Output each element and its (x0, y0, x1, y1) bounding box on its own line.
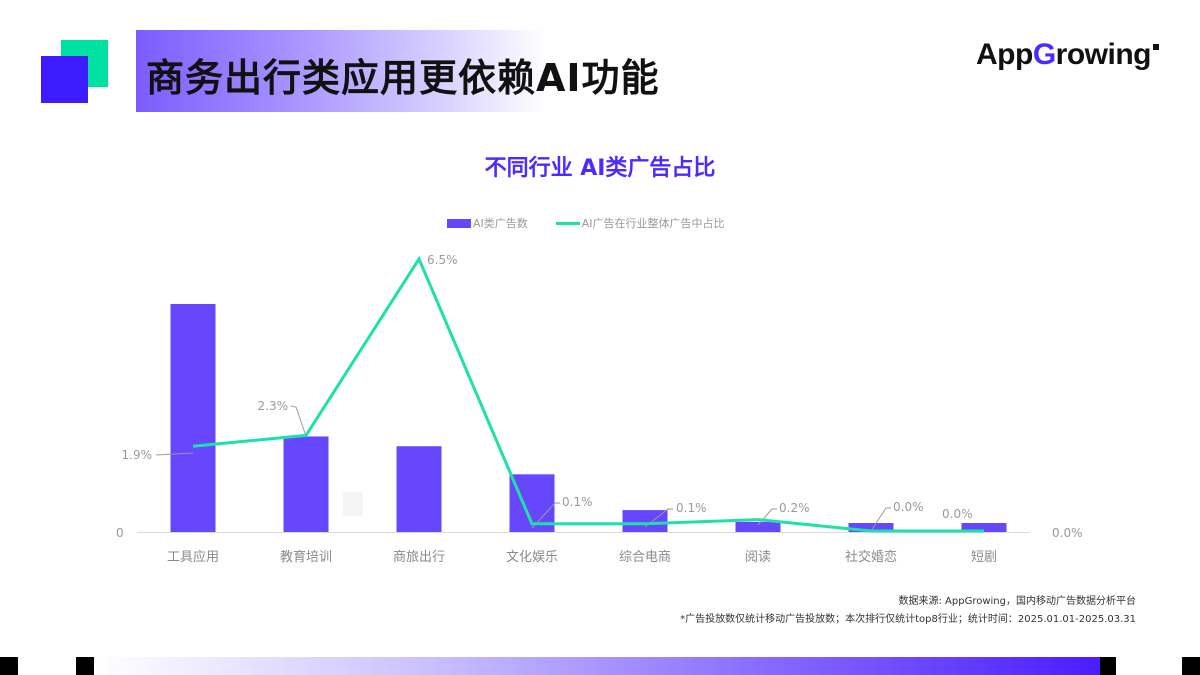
category-label: 阅读 (745, 550, 771, 565)
footer-block-right (1182, 657, 1200, 675)
bar-6 (848, 523, 894, 532)
category-label: 短剧 (971, 550, 997, 565)
data-label: 1.9% (122, 448, 153, 462)
decor-square-blue (41, 56, 88, 103)
artifact-block (343, 492, 363, 516)
chart-legend: AI类广告数 AI广告在行业整体广告中占比 (447, 215, 725, 231)
category-label: 综合电商 (619, 550, 671, 565)
footnote: *广告投放数仅统计移动广告投放数；本次排行仅统计top8行业；统计时间：2025… (680, 614, 1136, 625)
logo-suffix: rowing (1055, 38, 1152, 71)
leader-line (290, 405, 307, 437)
logo-prefix: App (976, 38, 1033, 71)
bar-1 (283, 436, 329, 532)
legend-bar-swatch-icon (447, 218, 471, 228)
y-left-zero: 0 (116, 526, 124, 540)
logo-accent-g: G (1032, 38, 1056, 71)
chart-title: 不同行业 AI类广告占比 (484, 156, 716, 181)
line-data-labels: 1.9% 2.3% 6.5% 0.1% 0.1% 0.2% 0.0% 0.0% (122, 253, 973, 521)
category-label: 商旅出行 (393, 550, 445, 565)
data-label: 0.0% (893, 500, 924, 514)
category-labels: 工具应用 教育培训 商旅出行 文化娱乐 综合电商 阅读 社交婚恋 短剧 (167, 549, 997, 565)
leader-line (644, 508, 673, 528)
category-label: 教育培训 (280, 549, 332, 565)
data-source-note: 数据来源: AppGrowing，国内移动广告数据分析平台 (898, 596, 1137, 607)
leader-line (155, 452, 194, 456)
data-label: 0.1% (676, 501, 707, 515)
line-series (192, 255, 984, 533)
footer-gradient-bar (96, 657, 1100, 675)
logo-dot-icon (1153, 44, 1159, 50)
footer-block-2 (76, 657, 94, 675)
category-label: 社交婚恋 (845, 549, 897, 565)
data-label: 2.3% (258, 399, 289, 413)
data-label: 0.0% (942, 507, 973, 521)
data-label: 0.1% (562, 495, 593, 509)
bar-4 (622, 510, 668, 532)
legend-bar-label: AI类广告数 (473, 217, 528, 230)
bar-0 (170, 304, 216, 532)
bar-7 (961, 523, 1007, 532)
combo-chart: 0 0.0% 1.9%2.3%6.5%0.1% 0.1% 0.2% 0.0% 0.0% … (116, 253, 1083, 565)
leader-line (531, 502, 560, 529)
data-label: 0.2% (779, 501, 810, 515)
data-label: 6.5% (427, 253, 458, 267)
category-label: 工具应用 (167, 549, 219, 565)
legend-line-label: AI广告在行业整体广告中占比 (581, 217, 725, 230)
leader-line (870, 507, 891, 532)
footer-block-3 (1100, 657, 1116, 675)
appgrowing-logo: AppGrowing (976, 38, 1159, 72)
category-label: 文化娱乐 (506, 550, 558, 565)
bar-2 (396, 446, 442, 532)
footer-block-left (0, 657, 18, 675)
page-title: 商务出行类应用更依赖AI功能 (146, 56, 660, 100)
legend-line-swatch-icon (555, 221, 580, 225)
title-band (136, 30, 546, 112)
y-right-zero: 0.0% (1052, 526, 1083, 540)
bar-5 (735, 521, 781, 532)
